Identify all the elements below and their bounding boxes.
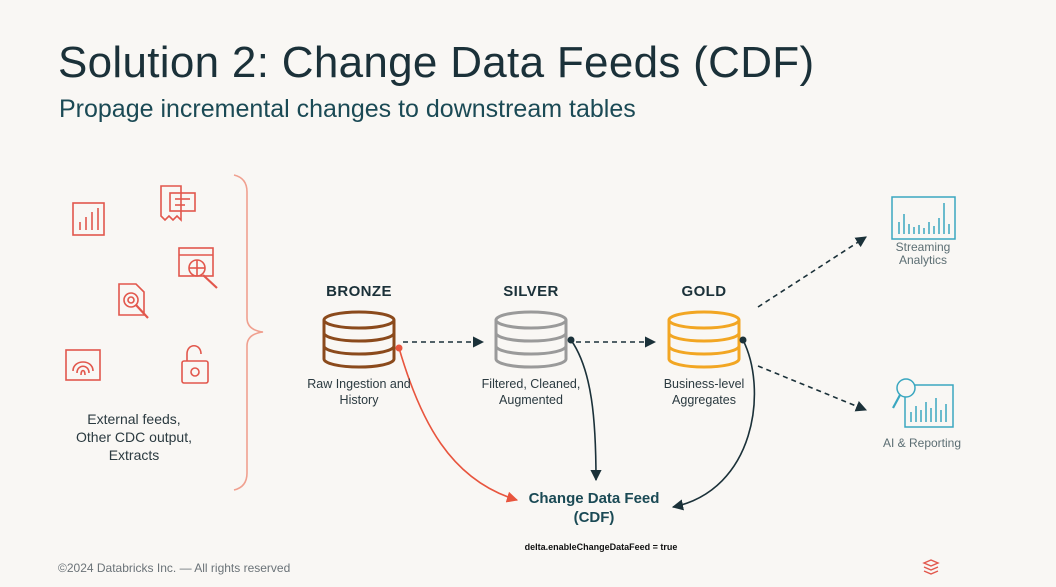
gold-to-cdf-arrow [671, 339, 756, 511]
cdf-title-line: Change Data Feed [528, 490, 660, 507]
gold-to-streaming-arrow [757, 236, 867, 308]
streaming-analytics-label: Streaming Analytics [873, 241, 973, 267]
sources-label-line: Other CDC output, [76, 429, 192, 445]
bar-chart-icon [72, 202, 105, 236]
sources-label: External feeds, Other CDC output, Extrac… [58, 410, 210, 464]
bronze-description-line: Raw Ingestion and [307, 377, 411, 391]
receipt-icon [160, 185, 196, 222]
sources-label-line: Extracts [108, 447, 160, 463]
padlock-icon [181, 344, 209, 384]
bronze-description: Raw Ingestion and History [294, 376, 424, 408]
silver-description: Filtered, Cleaned, Augmented [466, 376, 596, 408]
streaming-analytics-icon [891, 196, 956, 240]
silver-description-line: Filtered, Cleaned, [481, 377, 581, 391]
ai-reporting-label: AI & Reporting [882, 436, 962, 450]
ai-reporting-icon [892, 378, 954, 428]
silver-database-icon [494, 310, 568, 369]
sources-label-line: External feeds, [87, 411, 181, 427]
streaming-analytics-label-line: Analytics [898, 253, 948, 267]
gold-description-line: Aggregates [672, 393, 736, 407]
bronze-description-line: History [339, 393, 379, 407]
web-search-icon [178, 247, 218, 289]
bronze-to-cdf-arrow [398, 347, 519, 503]
bronze-title: BRONZE [326, 283, 392, 300]
gold-to-reporting-arrow [757, 365, 868, 412]
silver-to-cdf-arrow [570, 339, 602, 482]
silver-title: SILVER [503, 283, 559, 300]
slide-title: Solution 2: Change Data Feeds (CDF) [58, 38, 815, 87]
databricks-logo-icon [922, 559, 940, 575]
streaming-analytics-label-line: Streaming [895, 240, 951, 254]
cdf-title-line: (CDF) [573, 509, 615, 526]
slide-subtitle: Propage incremental changes to downstrea… [59, 95, 636, 123]
cdf-config: delta.enableChangeDataFeed = true [524, 542, 678, 552]
gold-description: Business-level Aggregates [639, 376, 769, 408]
fingerprint-icon [65, 349, 101, 381]
bronze-database-icon [322, 310, 396, 369]
gold-title: GOLD [681, 283, 727, 300]
brace [233, 174, 264, 491]
gold-description-line: Business-level [663, 377, 745, 391]
document-search-icon [118, 283, 149, 319]
silver-description-line: Augmented [499, 393, 563, 407]
gold-database-icon [667, 310, 741, 369]
footer-copyright: ©2024 Databricks Inc. — All rights reser… [58, 561, 291, 575]
cdf-title: Change Data Feed (CDF) [514, 489, 674, 527]
